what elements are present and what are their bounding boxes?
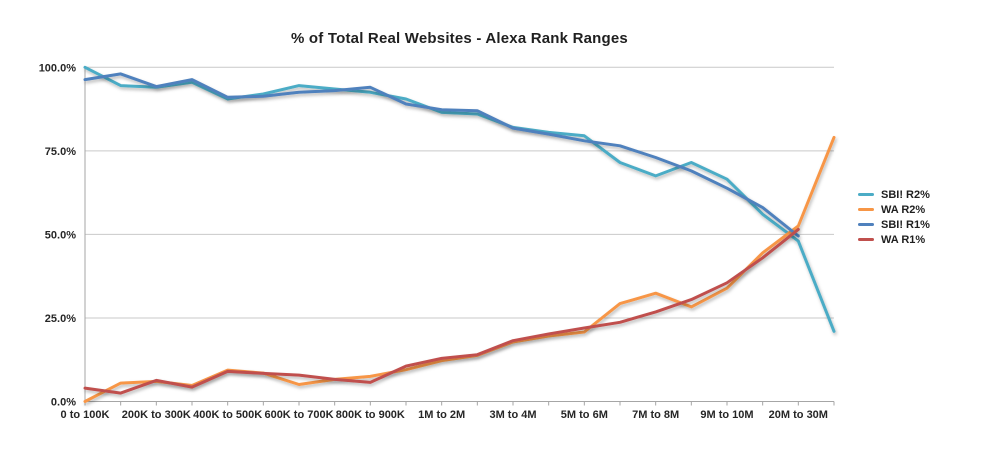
legend-swatch-icon <box>858 223 874 226</box>
x-axis-tick-label: 0 to 100K <box>61 409 110 421</box>
x-axis-tick-label: 200K to 300K <box>122 409 191 421</box>
series-line-wa-r1- <box>83 227 800 395</box>
series-line-sbi-r2- <box>83 65 836 333</box>
legend-swatch-icon <box>858 193 874 196</box>
gridlines <box>85 66 834 319</box>
legend-label: WA R2% <box>881 203 926 216</box>
legend-item: WA R1% <box>858 233 930 246</box>
legend-item: WA R2% <box>858 203 930 216</box>
x-axis-tick-label: 3M to 4M <box>489 409 536 421</box>
axis-labels: 0.0% 25.0% 50.0% 75.0% 100.0% 0 to 100K 200K t… <box>39 62 828 421</box>
legend-swatch-icon <box>858 238 874 241</box>
legend-label: SBI! R2% <box>881 188 930 201</box>
legend-label: WA R1% <box>881 233 926 246</box>
x-axis-tick-label: 800K to 900K <box>336 409 405 421</box>
x-axis-tick-label: 1M to 2M <box>418 409 465 421</box>
x-axis-tick-label: 400K to 500K <box>193 409 262 421</box>
axes <box>84 67 835 406</box>
x-axis-tick-label: 9M to 10M <box>700 409 753 421</box>
x-axis-tick-label: 7M to 8M <box>632 409 679 421</box>
legend-label: SBI! R1% <box>881 218 930 231</box>
legend-swatch-icon <box>858 208 874 211</box>
x-axis-tick-label: 20M to 30M <box>769 409 828 421</box>
chart-title: % of Total Real Websites - Alexa Rank Ra… <box>291 30 628 47</box>
legend-item: SBI! R1% <box>858 218 930 231</box>
series-line-sbi-r1- <box>83 72 800 238</box>
series-lines <box>83 65 836 403</box>
y-axis-tick-label: 25.0% <box>45 313 76 325</box>
y-axis-tick-label: 100.0% <box>39 62 77 74</box>
y-axis-tick-label: 0.0% <box>51 397 76 409</box>
legend: SBI! R2% WA R2% SBI! R1% WA R1% <box>858 188 930 246</box>
y-axis-tick-label: 75.0% <box>45 146 76 158</box>
x-axis-tick-label: 600K to 700K <box>264 409 333 421</box>
legend-item: SBI! R2% <box>858 188 930 201</box>
x-axis-tick-label: 5M to 6M <box>561 409 608 421</box>
y-axis-tick-label: 50.0% <box>45 229 76 241</box>
